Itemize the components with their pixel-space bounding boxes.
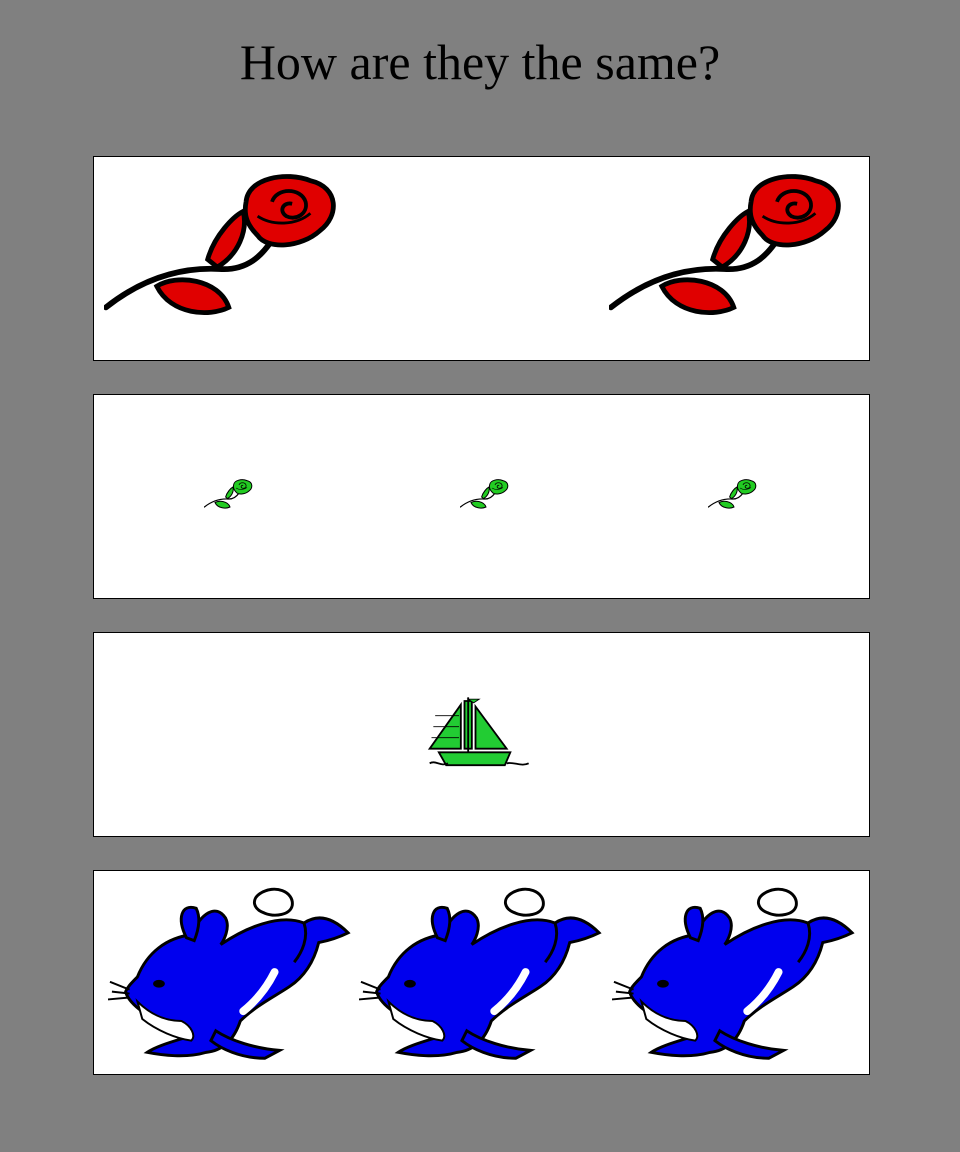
rabbit-icon: [359, 883, 604, 1061]
panel-roses: [93, 156, 870, 361]
rose-icon: [708, 479, 758, 509]
panel-small-roses: [93, 394, 870, 599]
rabbit-icon: [612, 883, 857, 1061]
rabbit-icon: [108, 883, 353, 1061]
page-title: How are they the same?: [239, 34, 721, 90]
rose-icon: [609, 173, 849, 317]
rose-icon: [460, 479, 510, 509]
rose-icon: [204, 479, 254, 509]
rose-icon: [104, 173, 344, 317]
sailboat-icon: [426, 696, 536, 772]
panel-rabbits: [93, 870, 870, 1075]
panel-sailboat: [93, 632, 870, 837]
